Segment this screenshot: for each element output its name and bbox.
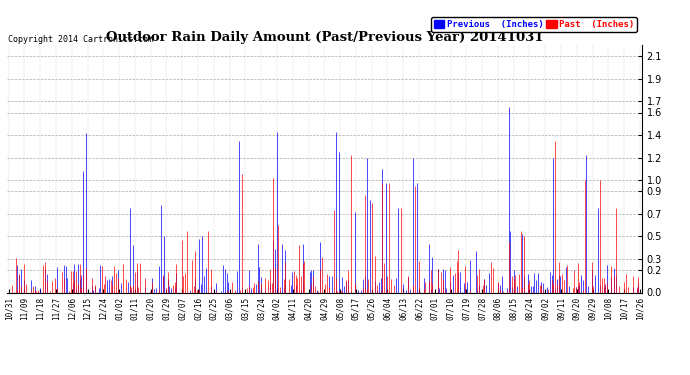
Text: Copyright 2014 Cartronics.com: Copyright 2014 Cartronics.com xyxy=(8,35,152,44)
Title: Outdoor Rain Daily Amount (Past/Previous Year) 20141031: Outdoor Rain Daily Amount (Past/Previous… xyxy=(106,31,543,44)
Legend: Previous  (Inches), Past  (Inches): Previous (Inches), Past (Inches) xyxy=(431,17,637,32)
